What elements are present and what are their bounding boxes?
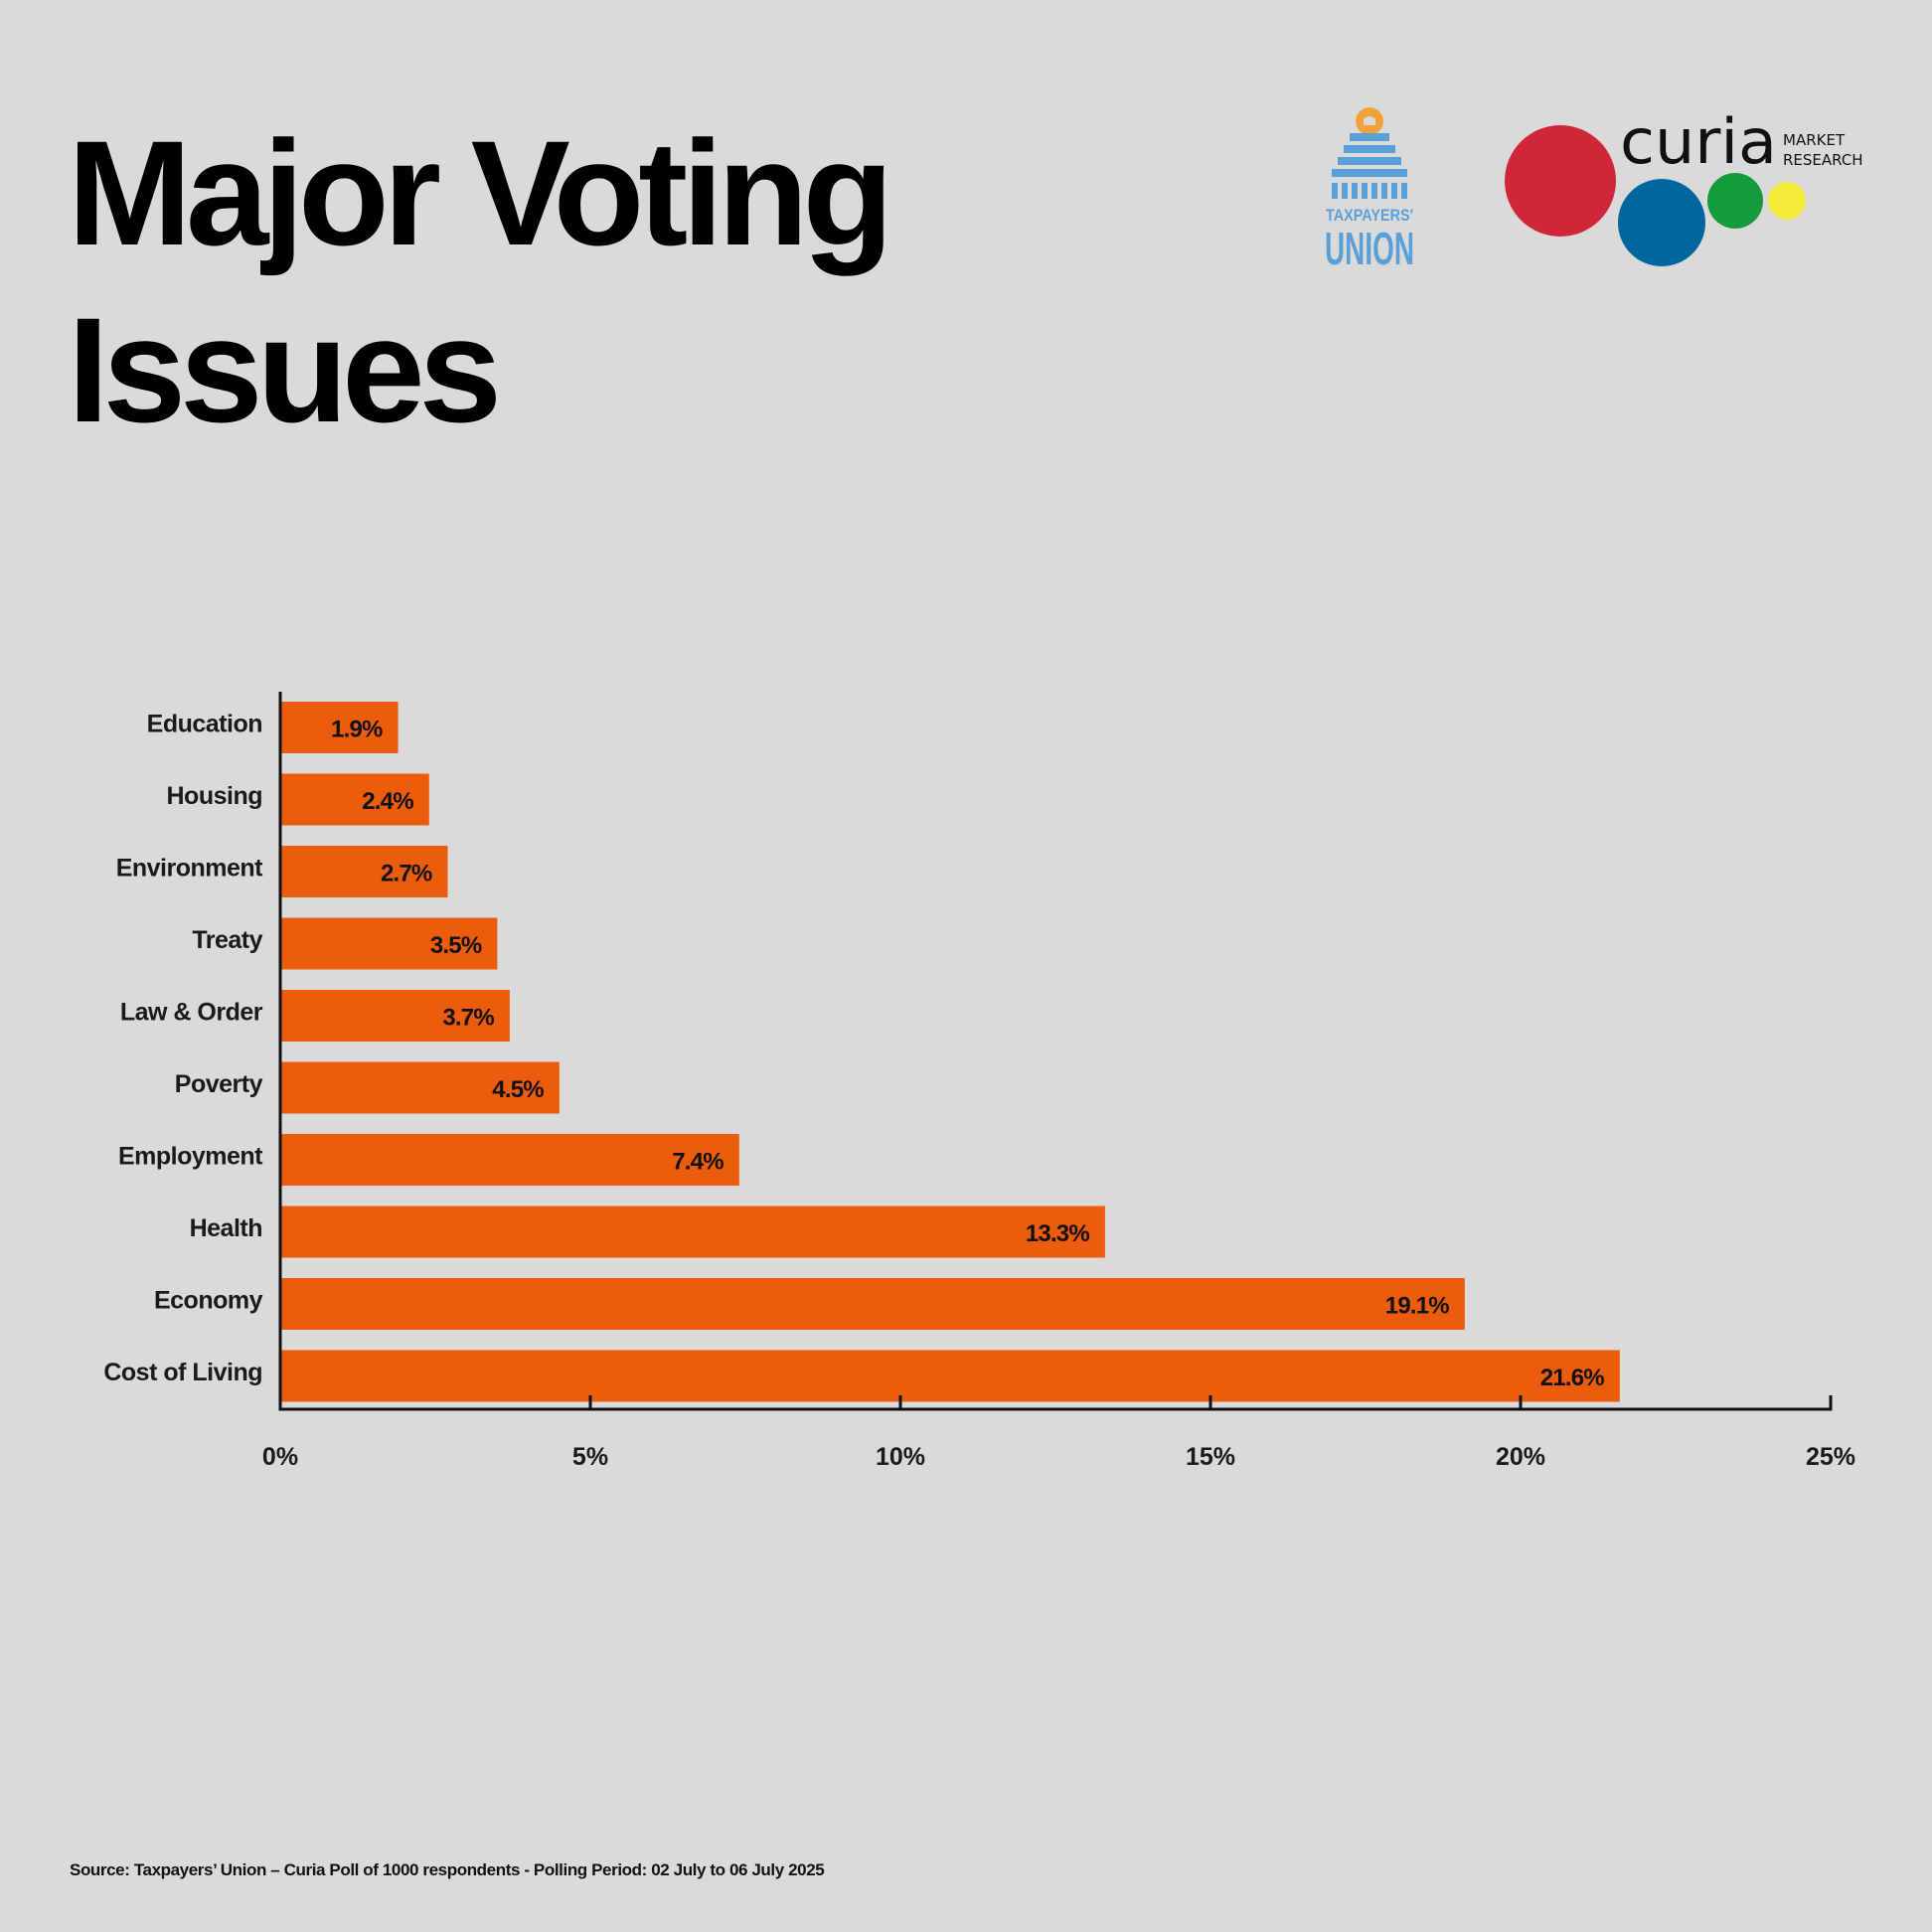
- tu-logo-line2: UNION: [1325, 223, 1414, 272]
- x-tick-label: 25%: [1806, 1443, 1855, 1471]
- bars-group: Education 1.9% Housing 2.4% Environment 2.7% T…: [103, 702, 1620, 1402]
- bar-chart: Education 1.9% Housing 2.4% Environment 2.7% T…: [103, 692, 1855, 1471]
- category-label: Housing: [167, 782, 263, 810]
- category-label: Employment: [118, 1143, 263, 1171]
- category-label: Health: [190, 1214, 262, 1242]
- category-label: Economy: [154, 1287, 263, 1315]
- bar-8: [280, 1278, 1465, 1330]
- bar-3: [280, 917, 498, 970]
- x-tick-label: 0%: [262, 1443, 298, 1471]
- x-tick-label: 5%: [572, 1443, 608, 1471]
- x-tick-label: 10%: [876, 1443, 925, 1471]
- data-label: 1.9%: [331, 716, 383, 742]
- data-label: 2.7%: [381, 860, 432, 886]
- bar-6: [280, 1134, 739, 1186]
- bar-5: [280, 1061, 560, 1114]
- data-label: 3.7%: [442, 1004, 494, 1031]
- red-dot-icon: [1505, 125, 1616, 237]
- bar-4: [280, 990, 510, 1042]
- bar-2: [280, 846, 448, 897]
- category-label: Poverty: [175, 1070, 263, 1098]
- data-label: 21.6%: [1540, 1365, 1605, 1391]
- category-label: Law & Order: [120, 999, 263, 1027]
- data-label: 3.5%: [430, 932, 482, 959]
- bar-0: [280, 702, 399, 753]
- taxpayers-union-logo: TAXPAYERS' UNION: [1325, 107, 1414, 272]
- category-label: Cost of Living: [103, 1359, 262, 1386]
- blue-dot-icon: [1618, 179, 1705, 266]
- x-tick-label: 20%: [1496, 1443, 1545, 1471]
- bar-7: [280, 1206, 1105, 1258]
- green-dot-icon: [1707, 173, 1763, 229]
- yellow-dot-icon: [1768, 182, 1806, 220]
- data-label: 13.3%: [1026, 1220, 1090, 1247]
- data-label: 7.4%: [672, 1148, 724, 1175]
- x-axis: 0% 5% 10% 15% 20% 25%: [262, 692, 1855, 1471]
- curia-logo: curia MARKET RESEARCH: [1505, 107, 1863, 266]
- curia-wordmark: curia: [1620, 107, 1777, 178]
- data-label: 19.1%: [1385, 1292, 1450, 1319]
- bar-9: [280, 1350, 1620, 1402]
- category-label: Treaty: [192, 926, 262, 954]
- curia-tagline-1: MARKET: [1783, 131, 1846, 149]
- data-label: 2.4%: [362, 788, 413, 815]
- category-label: Education: [147, 711, 262, 738]
- source-note: Source: Taxpayers’ Union – Curia Poll of…: [70, 1860, 825, 1879]
- page-title: Major Voting Issues: [68, 109, 893, 453]
- curia-tagline-2: RESEARCH: [1783, 151, 1863, 169]
- category-label: Environment: [116, 855, 263, 883]
- bar-1: [280, 773, 429, 826]
- data-label: 4.5%: [492, 1076, 544, 1103]
- x-tick-label: 15%: [1186, 1443, 1235, 1471]
- tu-logo-line1: TAXPAYERS': [1326, 206, 1413, 225]
